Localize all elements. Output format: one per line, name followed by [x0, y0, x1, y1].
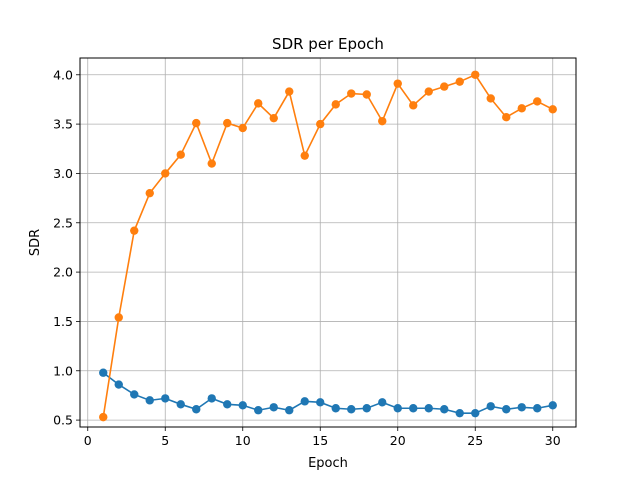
x-tick-label: 15 — [312, 433, 328, 448]
data-point — [145, 396, 154, 405]
data-point — [347, 89, 356, 98]
data-point — [238, 401, 247, 410]
chart-title: SDR per Epoch — [272, 35, 384, 53]
data-point — [161, 394, 170, 403]
data-point — [548, 105, 557, 114]
data-point — [99, 368, 108, 377]
data-point — [455, 408, 464, 418]
data-point — [378, 398, 387, 407]
data-point — [223, 400, 232, 409]
y-tick-label: 3.0 — [53, 166, 73, 181]
x-tick-label: 5 — [161, 433, 169, 448]
plot-frame — [79, 57, 577, 428]
data-point — [238, 123, 247, 133]
y-axis-label: SDR — [28, 229, 43, 256]
data-point — [409, 404, 418, 413]
data-point — [455, 77, 464, 86]
data-point — [130, 390, 139, 399]
x-tick-label: 25 — [467, 433, 483, 448]
data-point — [130, 226, 139, 235]
y-tick-label: 1.5 — [53, 314, 73, 329]
data-point — [223, 118, 232, 128]
data-point — [192, 118, 201, 128]
data-point — [207, 394, 216, 403]
data-point — [331, 404, 340, 413]
data-point — [424, 404, 433, 413]
data-point — [362, 90, 371, 99]
data-point — [207, 159, 216, 168]
data-point — [502, 405, 511, 414]
data-point — [486, 94, 495, 103]
data-point — [440, 82, 449, 91]
data-point — [517, 403, 526, 412]
x-tick-label: 20 — [390, 433, 406, 448]
x-tick-label: 30 — [545, 433, 561, 448]
axis-ticks: 0 5 10 15 20 25 30 0.5 1.0 1.5 2.0 2.5 3.0 3.5 4.0 — [53, 67, 561, 448]
data-point — [300, 151, 309, 160]
data-point — [176, 400, 185, 409]
data-point — [331, 100, 340, 109]
data-point — [440, 405, 449, 414]
data-point — [362, 404, 371, 413]
y-tick-label: 2.5 — [53, 215, 73, 230]
data-point — [548, 401, 557, 410]
data-point — [114, 313, 123, 322]
x-tick-label: 0 — [84, 433, 92, 448]
data-point — [502, 112, 511, 122]
y-tick-label: 0.5 — [53, 413, 73, 428]
data-point — [254, 99, 263, 108]
data-point — [145, 188, 154, 198]
series-1 — [99, 368, 557, 418]
grid-lines — [80, 58, 576, 427]
data-point — [533, 97, 542, 106]
data-point — [285, 87, 294, 96]
data-point — [254, 406, 263, 415]
data-point — [269, 403, 278, 412]
data-point — [300, 397, 309, 406]
data-point — [99, 412, 108, 422]
data-point — [486, 402, 495, 411]
data-point — [393, 404, 402, 413]
data-point — [471, 70, 480, 79]
data-point — [269, 113, 278, 123]
data-point — [533, 404, 542, 413]
data-point — [192, 405, 201, 414]
data-point — [424, 87, 433, 96]
series-layer — [99, 70, 557, 422]
data-point — [517, 104, 526, 113]
y-tick-label: 2.0 — [53, 265, 73, 280]
series-2 — [99, 70, 557, 422]
y-tick-label: 3.5 — [53, 117, 73, 132]
data-point — [393, 79, 402, 88]
data-point — [471, 408, 480, 418]
data-point — [176, 150, 185, 159]
x-tick-label: 10 — [235, 433, 251, 448]
y-tick-label: 1.0 — [53, 363, 73, 378]
data-point — [316, 398, 325, 407]
data-point — [409, 101, 418, 110]
data-point — [316, 119, 325, 129]
data-point — [161, 169, 170, 178]
data-point — [285, 406, 294, 415]
data-point — [114, 380, 123, 389]
x-axis-label: Epoch — [308, 456, 348, 471]
data-point — [378, 116, 387, 126]
y-tick-label: 4.0 — [53, 67, 73, 82]
data-point — [347, 405, 356, 414]
